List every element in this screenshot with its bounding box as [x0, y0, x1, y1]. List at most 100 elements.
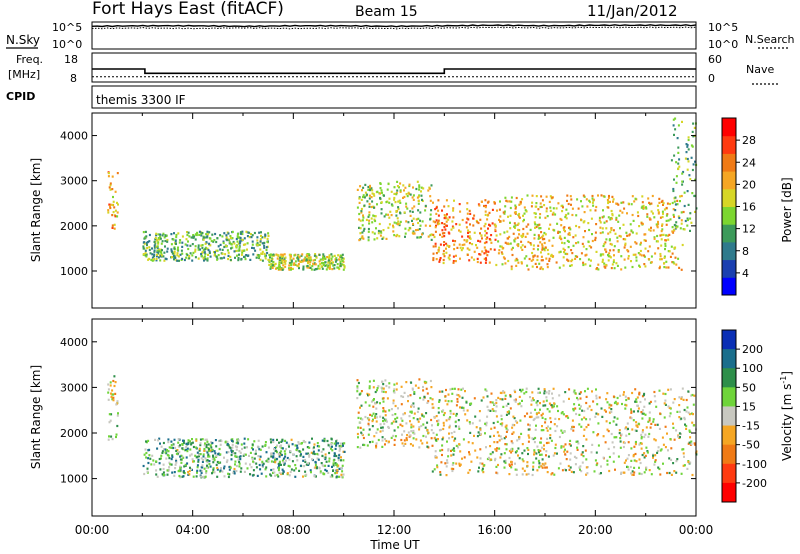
power-cell — [403, 195, 406, 199]
power-cell — [639, 249, 642, 253]
velocity-cell — [381, 445, 384, 448]
velocity-cell — [606, 459, 609, 462]
velocity-cell — [543, 388, 546, 391]
power-cell — [255, 256, 258, 259]
power-cell — [362, 194, 365, 197]
power-cell — [444, 228, 447, 231]
velocity-cell — [658, 389, 661, 392]
power-cell — [467, 218, 470, 221]
power-cell — [663, 255, 666, 258]
power-cell — [665, 206, 668, 210]
velocity-cell — [484, 422, 487, 425]
velocity-cell — [239, 470, 242, 473]
velocity-cell — [636, 396, 639, 399]
power-ytick-label: 4000 — [60, 130, 88, 143]
power-cell — [188, 257, 191, 260]
velocity-cell — [513, 399, 516, 402]
velocity-cell — [503, 391, 506, 394]
power-cell — [635, 242, 638, 245]
power-cell — [594, 238, 597, 242]
power-cell — [660, 244, 663, 247]
velocity-cell — [592, 400, 595, 403]
power-cell — [462, 247, 464, 250]
velocity-cell — [565, 458, 568, 461]
power-cell — [165, 234, 168, 237]
power-cell — [686, 217, 689, 220]
power-cell — [441, 232, 444, 235]
velocity-cell — [496, 447, 498, 450]
power-cell — [607, 259, 610, 262]
velocity-cell — [465, 401, 468, 404]
velocity-cell — [235, 469, 238, 473]
velocity-cell — [154, 438, 157, 441]
velocity-cell — [664, 399, 667, 402]
power-cell — [324, 261, 327, 264]
velocity-cell — [219, 443, 222, 446]
power-cell — [437, 248, 440, 252]
velocity-cell — [400, 417, 403, 420]
power-cell — [399, 189, 402, 192]
velocity-cell — [468, 451, 470, 454]
velocity-cell — [278, 464, 280, 467]
power-cell — [332, 264, 335, 267]
velocity-cell — [402, 395, 405, 398]
velocity-cell — [683, 418, 686, 421]
power-ytick-label: 3000 — [60, 175, 88, 188]
power-cell — [541, 199, 544, 202]
velocity-cell — [577, 398, 580, 401]
velocity-cell — [571, 425, 574, 428]
velocity-cell — [668, 457, 671, 460]
velocity-cell — [426, 445, 429, 448]
power-cell — [259, 238, 262, 241]
power-cell — [205, 233, 208, 236]
power-cell — [612, 260, 615, 264]
velocity-cell — [482, 471, 485, 474]
velocity-cell — [323, 438, 326, 441]
power-cell — [460, 249, 463, 252]
power-cell — [181, 235, 184, 238]
power-cell — [397, 220, 400, 223]
velocity-cell — [338, 445, 341, 448]
power-cell — [223, 245, 226, 249]
power-cell — [341, 263, 344, 266]
velocity-cell — [631, 473, 634, 476]
velocity-cell — [441, 390, 444, 393]
power-cell — [197, 257, 200, 260]
velocity-cell — [331, 465, 333, 468]
power-cell — [686, 190, 689, 193]
power-cell — [538, 216, 541, 219]
power-cell — [170, 243, 173, 246]
power-cell — [536, 265, 538, 269]
power-cell — [634, 241, 637, 244]
velocity-cell — [220, 439, 223, 443]
velocity-cell — [239, 455, 242, 458]
velocity-cell — [623, 391, 625, 394]
power-cell — [163, 259, 166, 262]
power-cell — [145, 241, 148, 244]
velocity-cell — [561, 469, 564, 472]
velocity-cell — [588, 405, 591, 408]
velocity-cell — [168, 461, 171, 464]
velocity-cell — [656, 451, 659, 454]
power-cell — [650, 202, 653, 205]
velocity-cell — [497, 463, 499, 467]
velocity-cell — [415, 438, 418, 441]
velocity-cell — [632, 453, 635, 457]
power-cell — [674, 128, 677, 131]
power-cell — [305, 258, 308, 261]
power-cell — [468, 242, 471, 245]
power-cell — [583, 220, 586, 223]
velocity-cell — [445, 388, 447, 392]
power-cell — [578, 226, 581, 229]
velocity-cell — [619, 394, 622, 397]
power-cell — [157, 237, 160, 240]
power-cell — [506, 200, 509, 203]
power-cell — [531, 251, 534, 255]
power-cell — [686, 168, 689, 171]
velocity-cell — [629, 416, 632, 419]
velocity-cell — [261, 464, 264, 467]
power-cell — [489, 224, 492, 227]
power-cell — [405, 202, 408, 205]
power-cell — [335, 257, 338, 260]
velocity-cell — [554, 429, 557, 433]
